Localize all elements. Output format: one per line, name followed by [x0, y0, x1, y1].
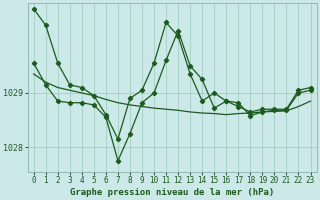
X-axis label: Graphe pression niveau de la mer (hPa): Graphe pression niveau de la mer (hPa)	[70, 188, 274, 197]
